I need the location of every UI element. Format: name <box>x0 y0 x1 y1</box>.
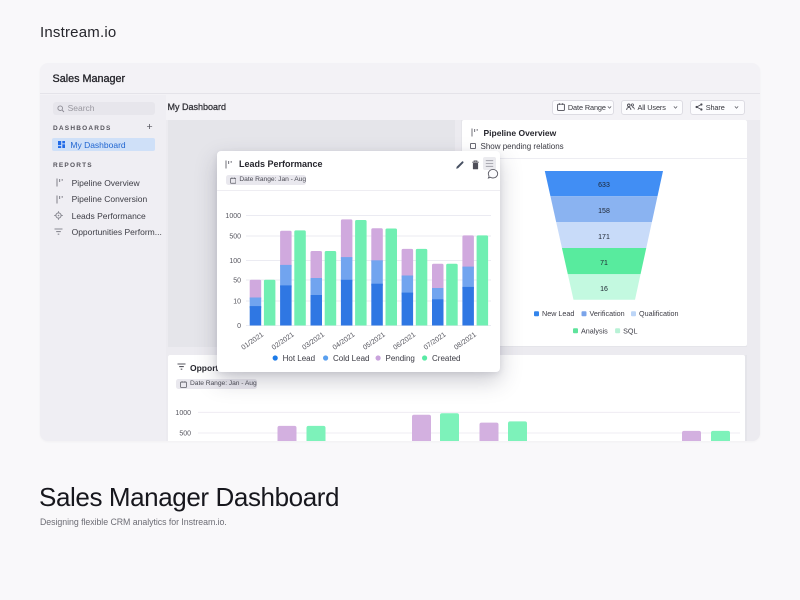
svg-text:04/2021: 04/2021 <box>332 331 357 351</box>
svg-text:158: 158 <box>598 208 610 215</box>
svg-text:100: 100 <box>229 258 241 265</box>
svg-text:New Lead: New Lead <box>542 309 574 318</box>
svg-text:Verification: Verification <box>589 309 624 318</box>
svg-text:06/2021: 06/2021 <box>392 331 417 351</box>
svg-text:16: 16 <box>600 286 608 293</box>
svg-text:500: 500 <box>179 430 191 437</box>
svg-text:71: 71 <box>600 260 608 267</box>
svg-text:171: 171 <box>598 234 610 241</box>
svg-text:02/2021: 02/2021 <box>271 331 296 351</box>
svg-text:Analysis: Analysis <box>581 326 608 335</box>
svg-text:500: 500 <box>229 234 241 241</box>
svg-text:1000: 1000 <box>225 213 241 220</box>
svg-text:10: 10 <box>233 299 241 306</box>
svg-text:Pending: Pending <box>386 354 415 363</box>
svg-text:Cold Lead: Cold Lead <box>333 354 369 363</box>
svg-text:1000: 1000 <box>175 410 191 417</box>
svg-text:Hot Lead: Hot Lead <box>283 354 315 363</box>
svg-text:0: 0 <box>237 323 241 330</box>
svg-text:03/2021: 03/2021 <box>301 331 326 351</box>
svg-text:Qualification: Qualification <box>639 309 679 318</box>
svg-text:05/2021: 05/2021 <box>362 331 387 351</box>
svg-text:08/2021: 08/2021 <box>453 331 478 351</box>
svg-text:01/2021: 01/2021 <box>240 331 265 351</box>
svg-text:07/2021: 07/2021 <box>423 331 448 351</box>
svg-text:Created: Created <box>432 354 460 363</box>
svg-text:SQL: SQL <box>623 326 637 335</box>
svg-text:50: 50 <box>233 278 241 285</box>
svg-text:633: 633 <box>598 182 610 189</box>
